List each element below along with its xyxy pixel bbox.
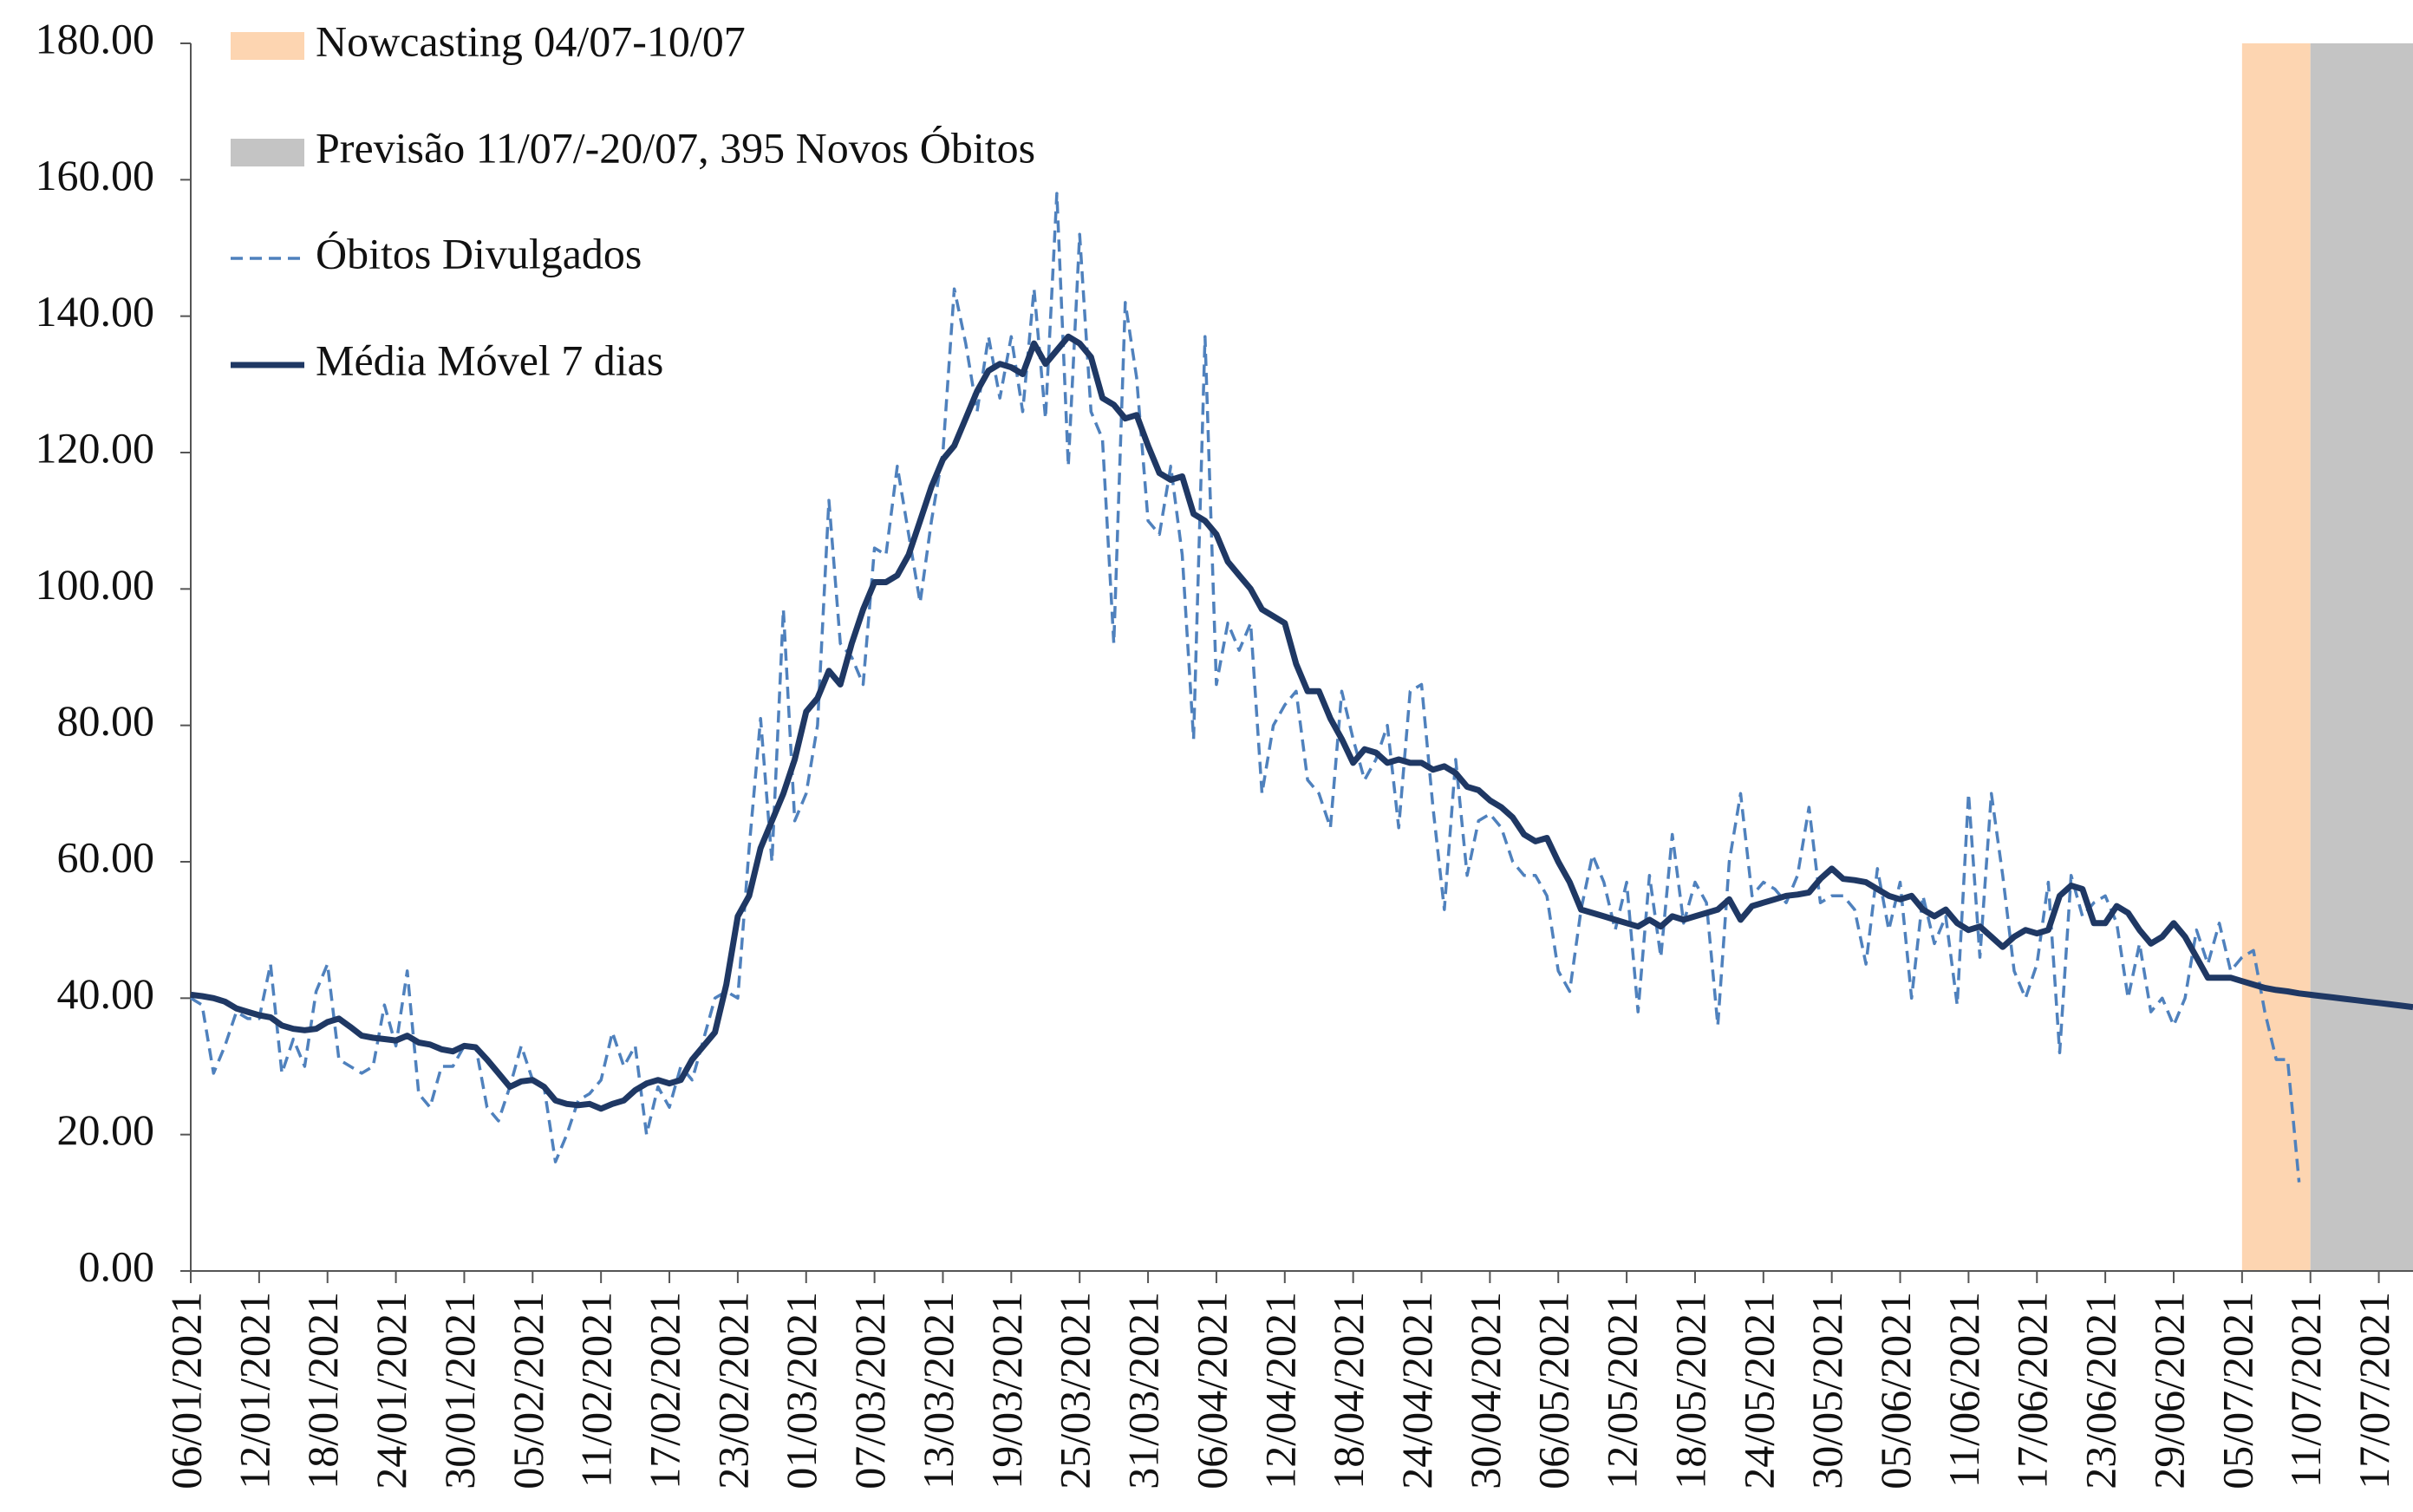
x-tick-label: 30/01/2021 bbox=[435, 1292, 484, 1489]
x-tick-label: 18/04/2021 bbox=[1324, 1292, 1373, 1489]
x-tick-label: 05/06/2021 bbox=[1871, 1292, 1920, 1489]
x-tick-label: 24/05/2021 bbox=[1734, 1292, 1783, 1489]
solid-line bbox=[190, 333, 2413, 1112]
legend-label: Nowcasting 04/07-10/07 bbox=[316, 16, 746, 65]
shaded-band bbox=[2241, 43, 2311, 1271]
x-tick-label: 11/06/2021 bbox=[1940, 1292, 1988, 1488]
x-tick-label: 18/01/2021 bbox=[298, 1292, 347, 1489]
x-tick-label: 23/06/2021 bbox=[2077, 1292, 2125, 1489]
x-tick-label: 17/02/2021 bbox=[640, 1292, 688, 1489]
legend-label: Média Móvel 7 dias bbox=[316, 336, 663, 384]
x-tick-label: 18/05/2021 bbox=[1666, 1292, 1714, 1489]
y-tick-label: 40.00 bbox=[57, 969, 155, 1018]
legend-swatch bbox=[231, 32, 304, 60]
x-tick-label: 11/07/2021 bbox=[2281, 1292, 2330, 1488]
x-tick-label: 06/05/2021 bbox=[1529, 1292, 1578, 1489]
x-tick-label: 24/04/2021 bbox=[1392, 1292, 1441, 1489]
x-tick-label: 12/01/2021 bbox=[230, 1292, 278, 1489]
x-tick-label: 01/03/2021 bbox=[777, 1292, 825, 1489]
y-tick-label: 160.00 bbox=[36, 151, 155, 199]
x-tick-label: 05/07/2021 bbox=[2213, 1292, 2261, 1489]
x-tick-label: 31/03/2021 bbox=[1119, 1292, 1168, 1489]
y-tick-label: 100.00 bbox=[36, 560, 155, 609]
x-tick-label: 19/03/2021 bbox=[982, 1292, 1031, 1489]
x-tick-label: 06/01/2021 bbox=[161, 1292, 210, 1489]
x-tick-label: 12/04/2021 bbox=[1255, 1292, 1304, 1489]
y-tick-label: 120.00 bbox=[36, 423, 155, 472]
x-tick-label: 06/04/2021 bbox=[1187, 1292, 1236, 1489]
x-tick-label: 05/02/2021 bbox=[504, 1292, 552, 1489]
y-tick-label: 180.00 bbox=[36, 14, 155, 62]
legend-label: Previsão 11/07/-20/07, 395 Novos Óbitos bbox=[316, 123, 1035, 172]
x-tick-label: 11/02/2021 bbox=[572, 1292, 621, 1488]
shaded-band bbox=[2310, 43, 2413, 1271]
y-tick-label: 80.00 bbox=[57, 696, 155, 745]
x-tick-label: 24/01/2021 bbox=[367, 1292, 415, 1489]
x-tick-label: 23/02/2021 bbox=[708, 1292, 757, 1489]
y-tick-label: 20.00 bbox=[57, 1105, 155, 1154]
x-tick-label: 17/07/2021 bbox=[2350, 1292, 2398, 1489]
legend-swatch bbox=[231, 139, 304, 166]
y-tick-label: 60.00 bbox=[57, 832, 155, 881]
x-tick-label: 07/03/2021 bbox=[845, 1292, 894, 1489]
x-tick-label: 25/03/2021 bbox=[1051, 1292, 1099, 1489]
x-tick-label: 30/04/2021 bbox=[1461, 1292, 1510, 1489]
y-tick-label: 0.00 bbox=[79, 1242, 155, 1290]
x-tick-label: 12/05/2021 bbox=[1598, 1292, 1647, 1489]
x-tick-label: 13/03/2021 bbox=[914, 1292, 962, 1489]
y-tick-label: 140.00 bbox=[36, 287, 155, 336]
x-tick-label: 30/05/2021 bbox=[1803, 1292, 1851, 1489]
legend-label: Óbitos Divulgados bbox=[316, 229, 642, 277]
x-tick-label: 29/06/2021 bbox=[2144, 1292, 2193, 1489]
x-tick-label: 17/06/2021 bbox=[2008, 1292, 2057, 1489]
